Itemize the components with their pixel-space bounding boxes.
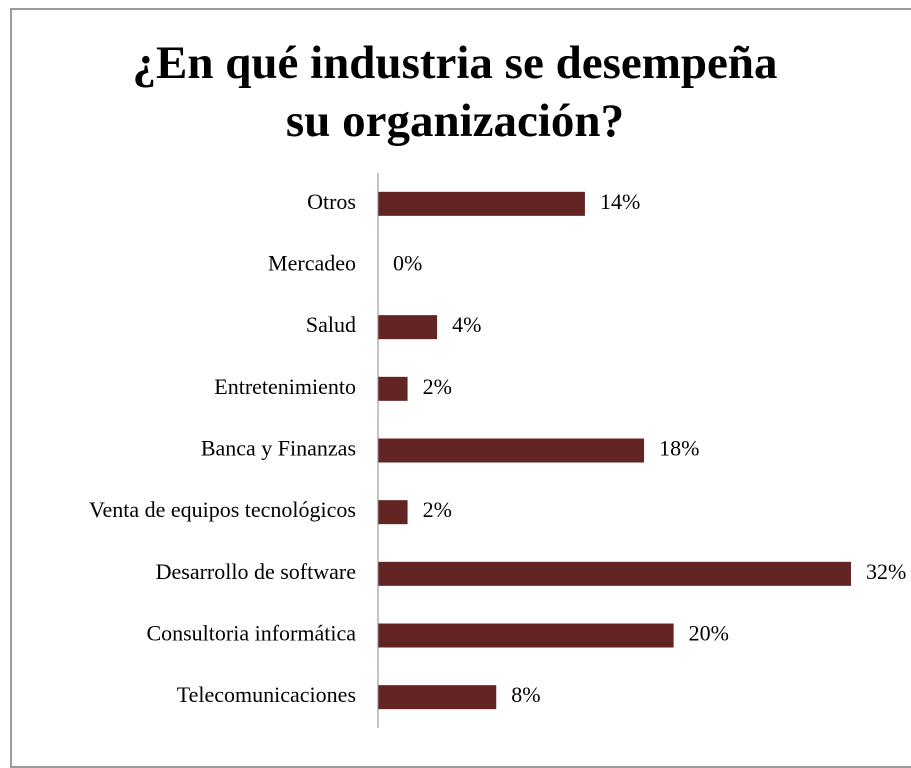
bar (378, 500, 408, 525)
category-label: Mercadeo (268, 251, 356, 276)
category-label: Banca y Finanzas (201, 436, 356, 461)
category-label: Salud (306, 312, 356, 337)
page: {"chart_data": {"type": "bar", "orientat… (10, 8, 911, 768)
chart: Otros 14% Mercadeo 0% Salud 4% Entretenimiento… (89, 173, 906, 728)
bar (378, 376, 408, 401)
bar (378, 191, 585, 216)
bar (378, 685, 497, 710)
value-label: 20% (689, 621, 729, 646)
category-label: Consultoria informática (146, 621, 356, 646)
chart-title: ¿En qué industria se desempeña su organi… (132, 37, 778, 147)
value-label: 18% (659, 436, 699, 461)
category-label: Venta de equipos tecnológicos (89, 497, 356, 522)
bar (378, 623, 674, 648)
value-label: 2% (423, 497, 452, 522)
bar (378, 315, 438, 340)
value-label: 2% (423, 374, 452, 399)
value-label: 4% (452, 312, 481, 337)
category-label: Otros (307, 189, 356, 214)
category-label: Desarrollo de software (156, 559, 356, 584)
bar (378, 561, 851, 586)
category-label: Telecomunicaciones (177, 682, 356, 707)
value-label: 32% (866, 559, 906, 584)
value-label: 0% (393, 251, 422, 276)
bar (378, 438, 645, 463)
value-label: 8% (511, 682, 540, 707)
value-label: 14% (600, 189, 640, 214)
category-label: Entretenimiento (214, 374, 356, 399)
